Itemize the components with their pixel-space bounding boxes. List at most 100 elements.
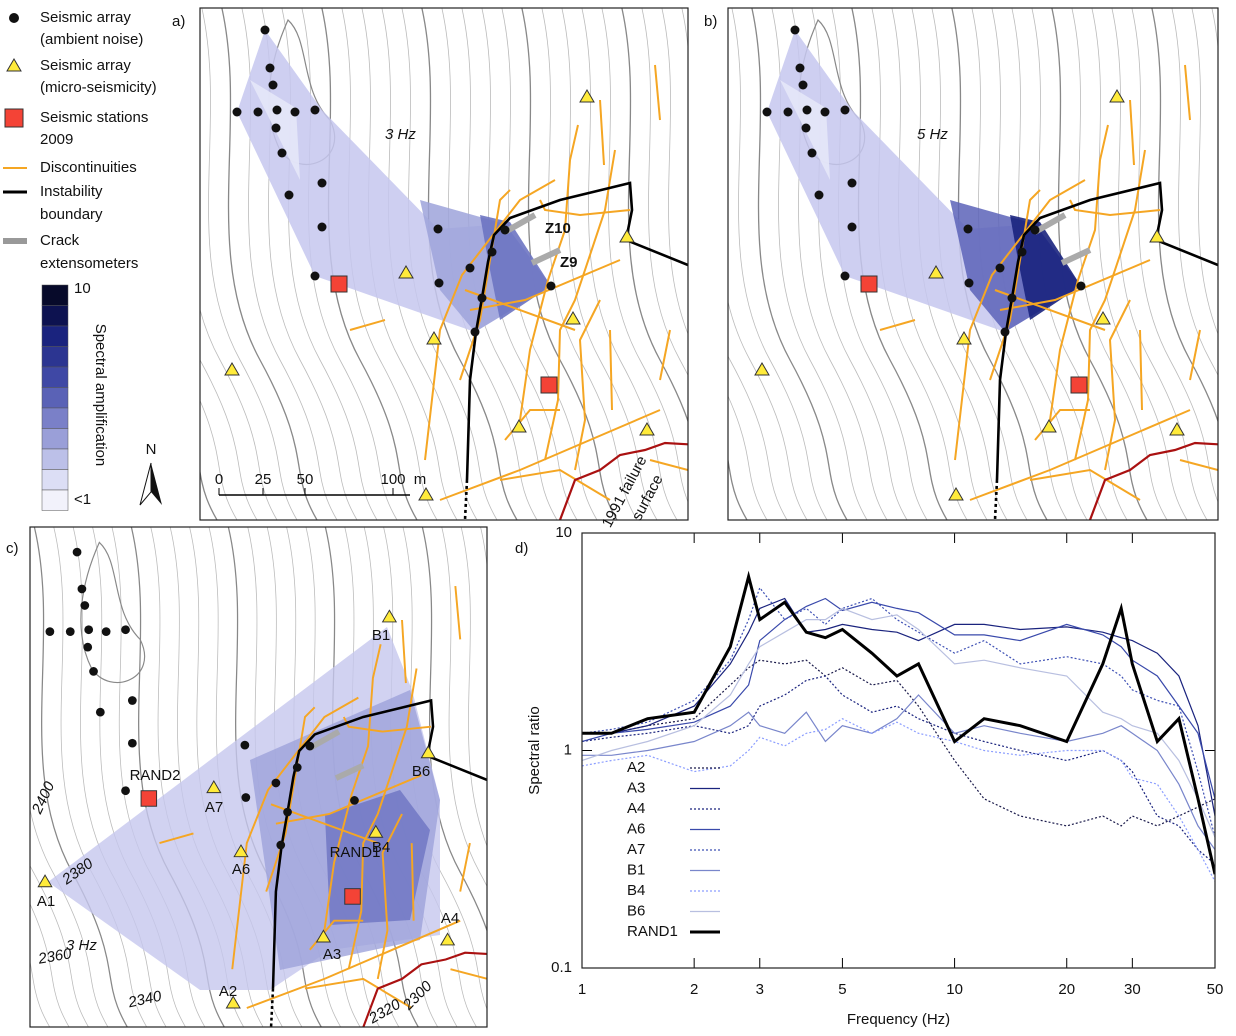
seismic-array-micro — [383, 610, 397, 622]
seismic-array-micro — [1150, 230, 1164, 242]
contour-line — [680, 0, 790, 540]
legend-icon — [5, 109, 23, 127]
contour-line — [460, 523, 567, 1031]
seismic-array-noise — [311, 106, 320, 115]
legend-label: Seismic array — [40, 9, 131, 26]
seismic-array-noise — [996, 264, 1005, 273]
seismic-array-noise — [965, 279, 974, 288]
seismic-array-noise — [291, 108, 300, 117]
legend-label: Seismic array — [40, 57, 131, 74]
legend-label: B6 — [627, 902, 645, 919]
discontinuity — [880, 320, 915, 330]
seismic-station — [141, 791, 157, 807]
legend-icon — [9, 13, 19, 23]
legend: Seismic array (ambient noise) Seismic arra… — [3, 9, 162, 511]
discontinuity — [460, 843, 470, 892]
seismic-array-noise — [763, 108, 772, 117]
contour-line — [557, 523, 664, 1031]
seismic-array-micro — [640, 423, 654, 435]
legend-icon — [7, 59, 21, 71]
scale-label: 100 — [380, 471, 405, 488]
seismic-array-noise — [466, 264, 475, 273]
contour-label: 2400 — [28, 778, 58, 817]
seismic-array-micro — [1170, 423, 1184, 435]
legend-label: boundary — [40, 206, 103, 223]
discontinuity — [350, 320, 385, 330]
discontinuity — [500, 470, 610, 500]
seismic-array-noise — [285, 191, 294, 200]
colorbar-swatch — [42, 326, 68, 347]
seismic-array-micro — [1042, 420, 1056, 432]
scale-label: 25 — [255, 471, 272, 488]
discontinuity — [545, 150, 615, 460]
station-label: RAND2 — [130, 767, 181, 784]
station-label: A6 — [232, 861, 250, 878]
seismic-array-noise — [128, 696, 137, 705]
y-axis-label: Spectral ratio — [526, 706, 543, 794]
colorbar-swatch — [42, 367, 68, 388]
contour-line — [538, 523, 645, 1031]
colorbar-label: 10 — [74, 280, 91, 297]
seismic-array-noise — [501, 226, 510, 235]
contour-line — [650, 0, 760, 540]
discontinuity — [660, 330, 670, 380]
series-line — [582, 719, 1215, 882]
colorbar-title: Spectral amplification — [92, 324, 109, 467]
seismic-array-noise — [121, 625, 130, 634]
seismic-array-micro — [225, 363, 239, 375]
seismic-array-noise — [278, 149, 287, 158]
seismic-array-noise — [318, 179, 327, 188]
seismic-array-noise — [821, 108, 830, 117]
contour-line — [1190, 0, 1236, 540]
station-label: A7 — [205, 799, 223, 816]
x-tick-label: 1 — [578, 981, 586, 998]
seismic-array-noise — [46, 627, 55, 636]
colorbar-swatch — [42, 490, 68, 511]
seismic-array-noise — [66, 627, 75, 636]
seismic-array-noise — [102, 627, 111, 636]
seismic-array-noise — [240, 741, 249, 750]
x-tick-label: 20 — [1058, 981, 1075, 998]
seismic-array-noise — [269, 81, 278, 90]
seismic-array-noise — [350, 796, 359, 805]
seismic-array-noise — [799, 81, 808, 90]
discontinuity — [1030, 470, 1140, 500]
legend-label: A3 — [627, 779, 645, 796]
seismic-array-noise — [80, 601, 89, 610]
seismic-station — [541, 377, 557, 393]
seismic-array-micro — [441, 933, 455, 945]
contour-line — [670, 0, 780, 540]
seismic-array-micro — [755, 363, 769, 375]
instability-boundary — [465, 480, 467, 520]
legend-label: (ambient noise) — [40, 31, 143, 48]
contour-line — [630, 0, 740, 540]
seismic-array-noise — [276, 841, 285, 850]
legend-label: A6 — [627, 820, 645, 837]
discontinuity — [600, 100, 604, 165]
station-label: A4 — [441, 910, 459, 927]
seismic-array-noise — [272, 124, 281, 133]
seismic-array-noise — [128, 739, 137, 748]
frequency-label: 5 Hz — [917, 126, 948, 143]
seismic-array-noise — [78, 585, 87, 594]
seismic-array-noise — [84, 625, 93, 634]
crack-label: Z10 — [545, 220, 571, 237]
colorbar-swatch — [42, 285, 68, 306]
series-line — [582, 599, 1215, 799]
legend-label: B4 — [627, 882, 645, 899]
legend-label: extensometers — [40, 255, 138, 272]
contour-line — [600, 0, 710, 540]
seismic-array-noise — [808, 149, 817, 158]
seismic-station — [1071, 377, 1087, 393]
seismic-array-noise — [784, 108, 793, 117]
panel-label: d) — [515, 540, 528, 557]
discontinuity — [1130, 100, 1134, 165]
seismic-array-noise — [488, 248, 497, 257]
legend-label: RAND1 — [627, 923, 678, 940]
discontinuity — [610, 330, 612, 410]
legend-label: 2009 — [40, 131, 73, 148]
contour-line — [499, 523, 606, 1031]
seismic-array-noise — [435, 279, 444, 288]
discontinuity — [1185, 65, 1190, 120]
contour-line — [660, 0, 770, 540]
